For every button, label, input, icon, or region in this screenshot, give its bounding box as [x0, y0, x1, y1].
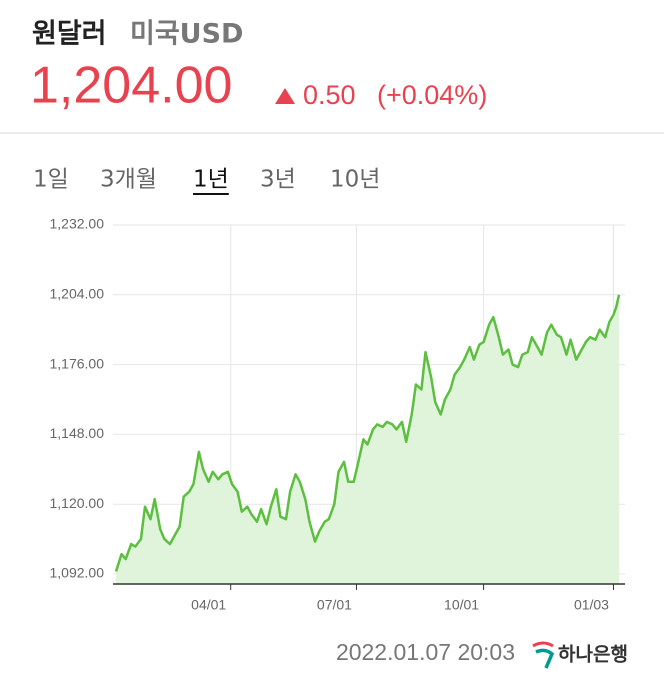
- tabs: 1일 3개월 1년 3년 10년: [33, 167, 380, 195]
- bank-name: 하나은행: [558, 644, 628, 666]
- y-tick-label: 1,092.00: [50, 565, 105, 581]
- y-tick-label: 1,232.00: [50, 216, 105, 232]
- change: 0.50: [303, 80, 356, 110]
- y-tick-label: 1,148.00: [50, 425, 105, 441]
- change-pct: (+0.04%): [377, 80, 487, 110]
- title: 원달러: [32, 19, 107, 50]
- x-tick-label: 01/03: [574, 597, 609, 613]
- x-tick-label: 07/01: [317, 597, 352, 613]
- tab[interactable]: 3년: [260, 167, 296, 193]
- price: 1,204.00: [30, 57, 232, 115]
- chart: 1,092.00 1,120.00 1,148.00 1,176.00 1,204.00…: [50, 216, 625, 613]
- x-tick-label: 04/01: [191, 597, 226, 613]
- y-tick-label: 1,204.00: [50, 285, 105, 301]
- tab[interactable]: 1일: [33, 167, 69, 193]
- up-arrow: [275, 88, 295, 104]
- x-tick-label: 10/01: [444, 597, 479, 613]
- timestamp: 2022.01.07 20:03: [336, 639, 515, 665]
- tab[interactable]: 10년: [330, 167, 380, 193]
- bank-logo: [532, 641, 555, 669]
- y-tick-label: 1,176.00: [50, 355, 105, 371]
- line: [114, 294, 621, 572]
- tab[interactable]: 3개월: [100, 167, 157, 193]
- y-tick-label: 1,120.00: [50, 495, 105, 511]
- subtitle: 미국USD: [130, 19, 243, 50]
- area-fill: [116, 294, 619, 584]
- tab[interactable]: 1년: [193, 167, 229, 193]
